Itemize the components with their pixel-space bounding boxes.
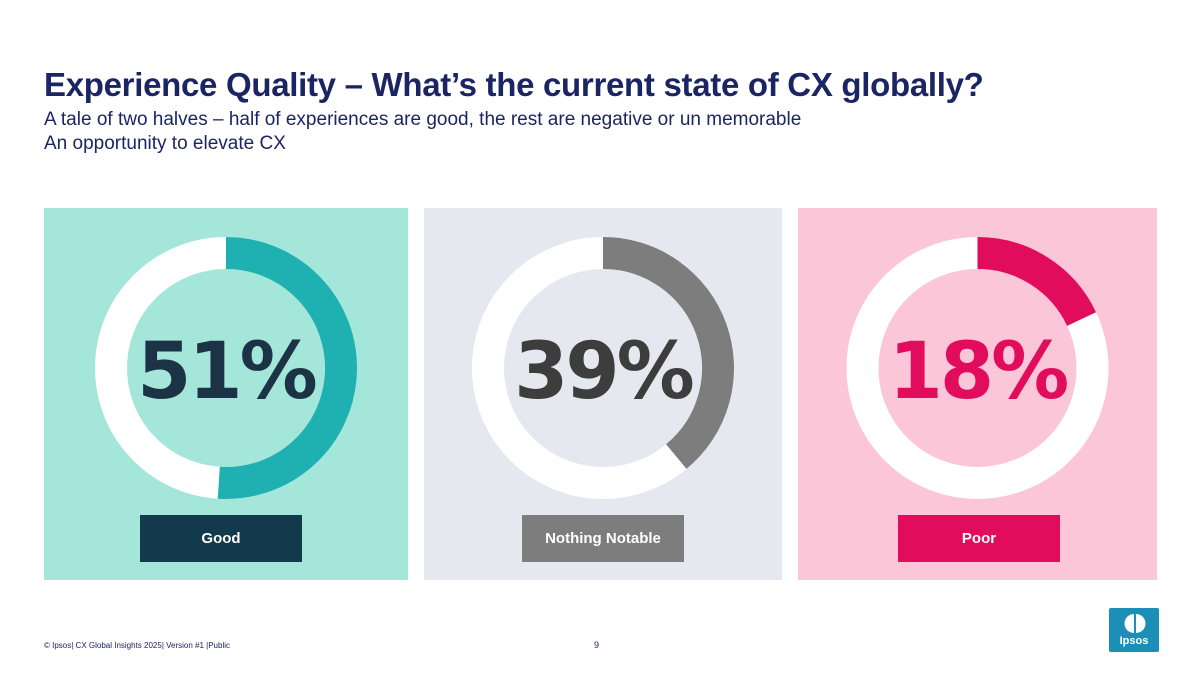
page-number: 9 [594,640,600,650]
logo-mark-icon [1124,614,1146,633]
label-good: Good [140,515,302,562]
panel-poor: 18% Poor [798,208,1157,580]
subtitle: A tale of two halves – half of experienc… [44,108,801,156]
donut-arc-good [217,237,357,499]
donut-arc-poor [977,237,1097,327]
panel-nothing-notable: 39% Nothing Notable [424,208,782,580]
logo-text: Ipsos [1119,635,1149,647]
donut-value-nothing-notable: 39% [514,327,693,417]
page-title: Experience Quality – What’s the current … [44,66,984,103]
panel-good: 51% Good [44,208,408,580]
donut-value-poor: 18% [889,327,1068,417]
subtitle-line-1: A tale of two halves – half of experienc… [44,109,802,130]
ipsos-logo: Ipsos [1109,608,1159,652]
label-nothing-notable: Nothing Notable [522,515,684,562]
donut-arc-nothing-notable [602,237,734,469]
footer-text: © Ipsos| CX Global Insights 2025| Versio… [44,641,231,650]
donut-chart-nothing-notable: 39% [472,237,734,499]
subtitle-line-2: An opportunity to elevate CX [44,133,286,154]
label-poor: Poor [898,515,1060,562]
donut-value-good: 51% [137,327,316,417]
donut-chart-poor: 18% [846,237,1109,499]
donut-chart-good: 51% [95,237,357,499]
